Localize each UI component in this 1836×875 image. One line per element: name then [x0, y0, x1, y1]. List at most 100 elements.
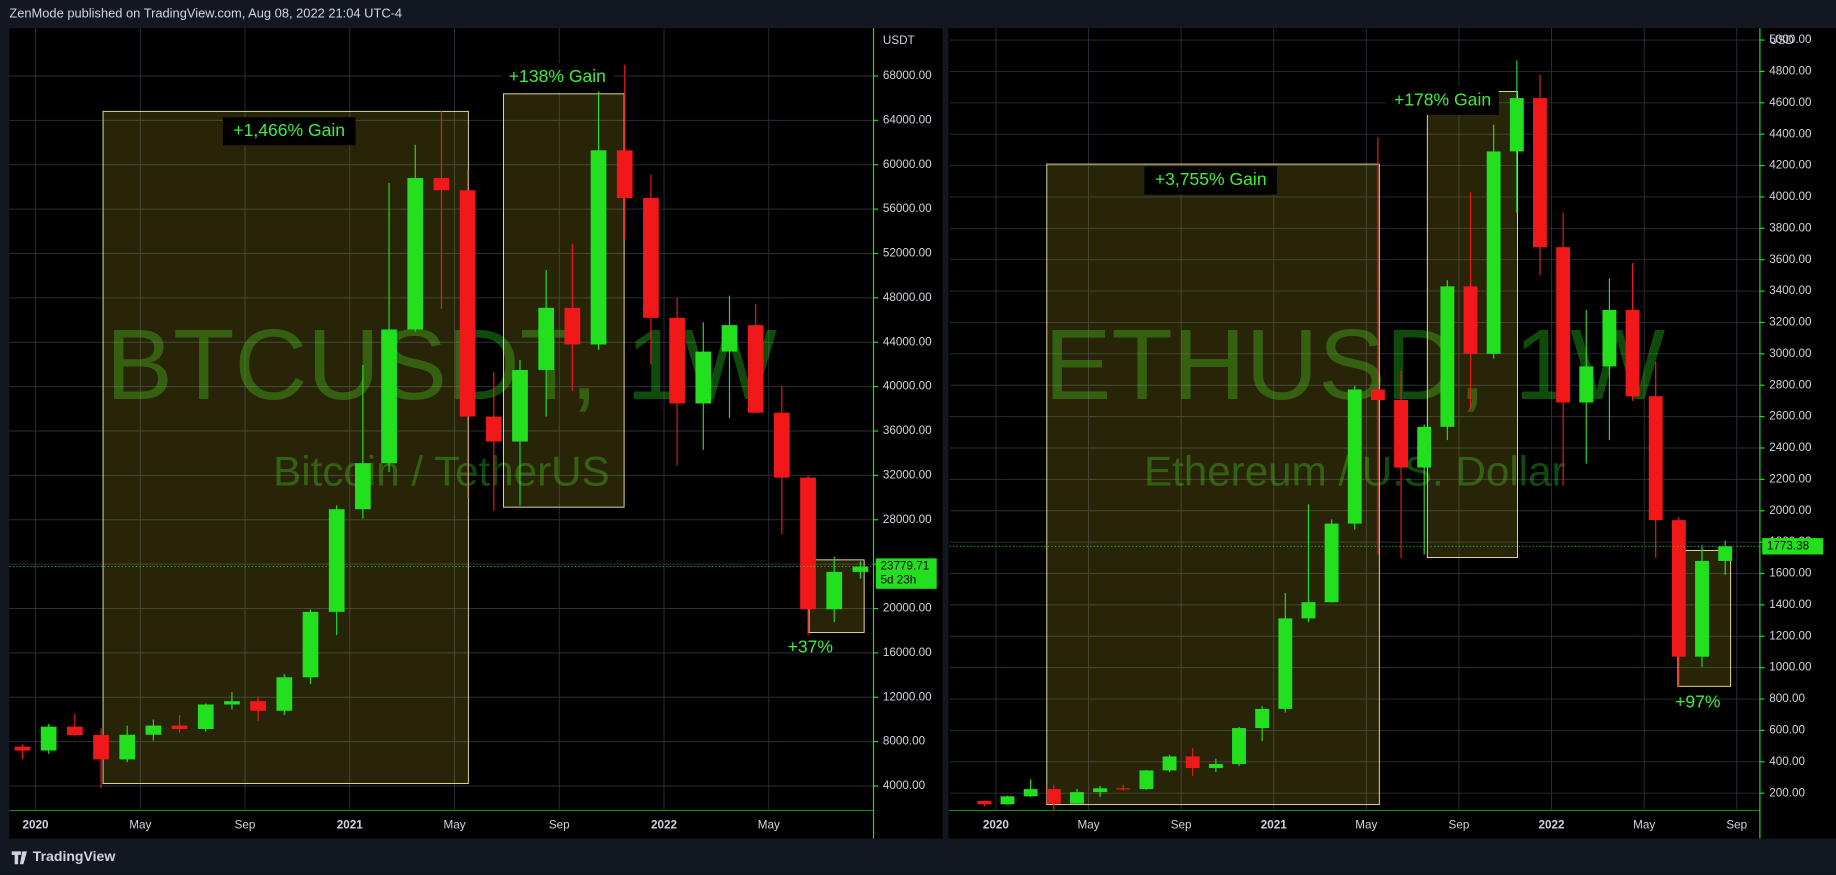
x-tick-label: Sep — [1726, 819, 1747, 832]
y-tick-label: 3800.00 — [1769, 221, 1812, 234]
y-tick-label: 4800.00 — [1769, 65, 1812, 78]
y-tick-label: 4000.00 — [883, 779, 926, 792]
x-tick-label: 2021 — [1261, 819, 1288, 832]
y-tick-label: 4600.00 — [1769, 96, 1812, 109]
x-tick-label: 2021 — [337, 819, 364, 832]
annotation: +37% — [788, 636, 833, 656]
y-tick-label: 1400.00 — [1769, 598, 1812, 611]
candle-body — [40, 726, 57, 751]
range-box — [1046, 163, 1380, 806]
candle-body — [171, 725, 188, 730]
candle-body — [459, 190, 476, 417]
y-tick-label: 52000.00 — [883, 247, 932, 260]
x-tick-label: Sep — [1449, 819, 1470, 832]
candle-body — [1648, 396, 1663, 521]
candle-body — [1324, 523, 1339, 603]
candle-body — [564, 307, 581, 345]
candle-body — [381, 329, 397, 464]
y-tick-label: 40000.00 — [883, 380, 932, 393]
annotation: +97% — [1675, 691, 1720, 711]
y-tick-label: 64000.00 — [883, 113, 932, 126]
footer-brand: TradingView — [33, 848, 116, 864]
y-tick-label: 2200.00 — [1769, 472, 1812, 485]
candle-body — [773, 412, 790, 478]
candle-body — [1602, 309, 1617, 367]
candle-body — [1695, 560, 1709, 657]
candle-body — [826, 571, 843, 610]
candle-body — [1069, 792, 1084, 804]
candle-body — [355, 463, 371, 510]
candle-body — [1509, 98, 1524, 152]
y-tick-label: 8000.00 — [883, 735, 926, 748]
x-tick-label: Sep — [235, 819, 256, 832]
annotation-bg — [1386, 86, 1499, 115]
candle-body — [485, 416, 502, 442]
x-tick-label: 2020 — [983, 819, 1010, 832]
y-tick-label: 3000.00 — [1769, 347, 1812, 360]
candle-body — [1347, 389, 1362, 524]
y-tick-label: 400.00 — [1769, 755, 1805, 768]
candle-body — [1301, 602, 1316, 619]
price-tag — [875, 558, 937, 589]
right-panel — [948, 28, 1836, 839]
y-tick-label: 56000.00 — [883, 202, 932, 215]
candle-body — [1370, 389, 1385, 400]
candle-body — [1556, 247, 1571, 403]
candle-body — [1671, 520, 1686, 657]
candle-body — [224, 701, 240, 705]
candle-body — [1278, 618, 1293, 709]
price-tag-label: 1773.38 — [1767, 539, 1809, 552]
candle-body — [407, 178, 424, 330]
candle-body — [852, 566, 869, 572]
y-tick-label: 28000.00 — [883, 513, 932, 526]
y-tick-label: 1000.00 — [1769, 661, 1812, 674]
candle-body — [669, 317, 685, 404]
x-tick-label: 2022 — [1539, 819, 1566, 832]
y-tick-label: 2400.00 — [1769, 441, 1812, 454]
candle-body — [1417, 426, 1432, 468]
annotation-bg — [222, 117, 356, 146]
y-tick-label: 800.00 — [1769, 692, 1805, 705]
candle-body — [1232, 728, 1246, 764]
candle-body — [328, 509, 345, 612]
candle-body — [1046, 789, 1061, 804]
currency-label: USD — [1769, 34, 1794, 47]
candle-body — [1000, 796, 1015, 805]
x-tick-label: Sep — [549, 819, 570, 832]
candle-body — [538, 307, 555, 370]
x-tick-label: May — [443, 819, 465, 832]
x-tick-label: May — [1633, 819, 1655, 832]
candle-body — [616, 150, 633, 199]
y-tick-label: 3400.00 — [1769, 284, 1812, 297]
y-tick-label: 2800.00 — [1769, 378, 1812, 391]
candle-body — [145, 725, 162, 735]
candle-body — [1185, 756, 1200, 769]
y-tick-label: 60000.00 — [883, 158, 932, 171]
candle-body — [747, 325, 764, 413]
annotation-bg — [1144, 166, 1278, 195]
y-tick-label: 1600.00 — [1769, 567, 1812, 580]
x-tick-label: 2022 — [651, 819, 678, 832]
candle-body — [66, 726, 83, 735]
annotation: +178% Gain — [1394, 90, 1491, 110]
annotation-bg — [501, 63, 614, 92]
candle-body — [977, 800, 992, 805]
y-tick-label: 16000.00 — [883, 646, 932, 659]
annotation: +1,466% Gain — [233, 120, 345, 140]
publish-header: ZenMode published on TradingView.com, Au… — [9, 6, 402, 21]
candle-body — [250, 701, 266, 711]
y-tick-label: 48000.00 — [883, 291, 932, 304]
y-tick-label: 3200.00 — [1769, 316, 1812, 329]
y-tick-label: 44000.00 — [883, 335, 932, 348]
candle-body — [302, 611, 319, 678]
candle-body — [695, 351, 712, 404]
candle-body — [14, 746, 31, 751]
candle-body — [1394, 399, 1408, 468]
candle-body — [197, 704, 214, 730]
y-tick-label: 4000.00 — [1769, 190, 1812, 203]
x-tick-label: May — [758, 819, 780, 832]
y-tick-label: 2000.00 — [1769, 504, 1812, 517]
description-watermark: Bitcoin / TetherUS — [273, 448, 610, 495]
candle-body — [1440, 286, 1455, 427]
